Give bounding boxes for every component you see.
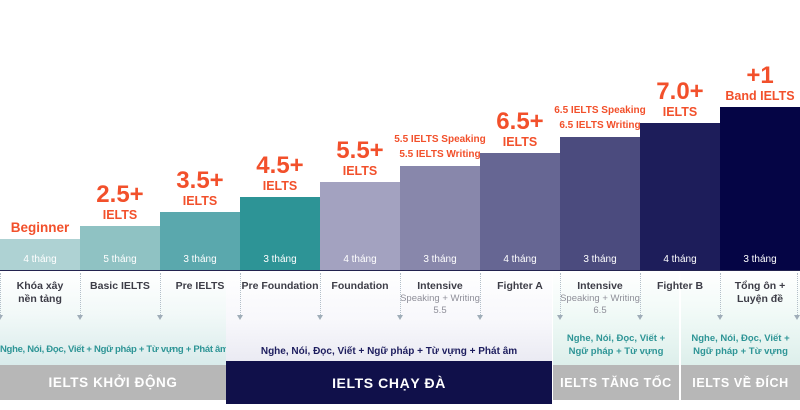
course-name: Pre Foundation [241, 280, 319, 292]
phase-bar-tang-toc: IELTS TĂNG TỐC [553, 365, 679, 400]
baseline-divider [0, 269, 800, 271]
pathway-step: 6.5 IELTS Speaking 6.5 IELTS Writing 3 t… [554, 0, 646, 410]
target-score-label: 3.5+ IELTS [176, 167, 224, 209]
down-arrow [0, 273, 3, 320]
skills-text: Nghe, Nói, Đọc, Viết + Ngữ pháp + Từ vựn… [0, 344, 229, 355]
duration-label: 5 tháng [103, 254, 137, 265]
section-bg-ve-dich: Nghe, Nói, Đọc, Viết + Ngữ pháp + Từ vựn… [681, 271, 800, 365]
phase-bar-ve-dich: IELTS VỀ ĐÍCH [681, 365, 800, 400]
target-score-label: 6.5 IELTS Speaking 6.5 IELTS Writing [554, 105, 646, 131]
step-bar: 4 tháng [0, 239, 80, 270]
down-arrow [317, 273, 323, 320]
pathway-step: 3.5+ IELTS 3 tháng Pre IELTS [160, 0, 240, 410]
duration-label: 3 tháng [423, 254, 457, 265]
skills-text: Nghe, Nói, Đọc, Viết + Ngữ pháp + Từ vựn… [566, 333, 666, 357]
pathway-step: 5.5+ IELTS 4 tháng Foundation [320, 0, 400, 410]
phase-bar-chay-da: IELTS CHẠY ĐÀ [226, 361, 552, 404]
down-arrow [77, 273, 83, 320]
duration-label: 4 tháng [503, 254, 537, 265]
course-name: Fighter B [656, 280, 704, 292]
duration-label: 3 tháng [743, 254, 777, 265]
course-name: Foundation [331, 280, 389, 292]
step-bar: 4 tháng [480, 153, 560, 270]
down-arrow [717, 273, 723, 320]
pathway-step: 2.5+ IELTS 5 tháng Basic IELTS [80, 0, 160, 410]
step-bar: 3 tháng [560, 137, 640, 270]
course-name: Fighter A [497, 280, 543, 292]
section-bg-tang-toc: Nghe, Nói, Đọc, Viết + Ngữ pháp + Từ vựn… [553, 271, 679, 365]
pathway-step: +1 Band IELTS 3 tháng Tổng ôn + Luyện đề [720, 0, 800, 410]
target-score-label: 7.0+ IELTS [656, 78, 704, 120]
pathway-step: 5.5 IELTS Speaking 5.5 IELTS Writing 3 t… [394, 0, 486, 410]
step-bar: 3 tháng [400, 166, 480, 270]
down-arrow [397, 273, 403, 320]
skills-text: Nghe, Nói, Đọc, Viết + Ngữ pháp + Từ vựn… [691, 333, 790, 357]
course-name: Tổng ôn + Luyện đề [734, 280, 786, 305]
pathway-step: 7.0+ IELTS 4 tháng Fighter B [640, 0, 720, 410]
duration-label: 4 tháng [23, 254, 57, 265]
pathway-step: 6.5+ IELTS 4 tháng Fighter A [480, 0, 560, 410]
target-score-label: Beginner [0, 220, 94, 235]
step-bar: 4 tháng [640, 123, 720, 270]
down-arrow [157, 273, 163, 320]
down-arrow [794, 273, 800, 320]
section-bg-chay-da: Nghe, Nói, Đọc, Viết + Ngữ pháp + Từ vựn… [226, 271, 552, 365]
duration-label: 4 tháng [663, 254, 697, 265]
target-score-label: 2.5+ IELTS [96, 181, 144, 223]
duration-label: 3 tháng [183, 254, 217, 265]
duration-label: 4 tháng [343, 254, 377, 265]
course-name: Pre IELTS [175, 280, 225, 292]
step-bar: 3 tháng [720, 107, 800, 270]
skills-text: Nghe, Nói, Đọc, Viết + Ngữ pháp + Từ vựn… [260, 346, 518, 357]
target-score-label: 5.5+ IELTS [336, 137, 384, 179]
target-score-label: 6.5+ IELTS [496, 108, 544, 150]
step-bar: 3 tháng [240, 197, 320, 270]
target-score-label: 5.5 IELTS Speaking 5.5 IELTS Writing [394, 134, 486, 160]
pathway-step: 4.5+ IELTS 3 tháng Pre Foundation [240, 0, 320, 410]
course-name: Intensive Speaking + Writing 5.5 [400, 280, 480, 316]
pathway-step: Beginner 4 tháng Khóa xây nền tảng [0, 0, 80, 410]
target-score-label: 4.5+ IELTS [256, 152, 304, 194]
step-bar: 5 tháng [80, 226, 160, 270]
target-score-label: +1 Band IELTS [725, 62, 795, 104]
section-bg-khoi-dong: Nghe, Nói, Đọc, Viết + Ngữ pháp + Từ vựn… [0, 271, 229, 365]
course-name: Intensive Speaking + Writing 6.5 [560, 280, 640, 316]
duration-label: 3 tháng [263, 254, 297, 265]
course-name: Basic IELTS [90, 280, 150, 292]
course-name: Khóa xây nền tảng [16, 280, 64, 305]
down-arrow [477, 273, 483, 320]
phase-bar-khoi-dong: IELTS KHỞI ĐỘNG [0, 365, 226, 400]
down-arrow [557, 273, 563, 320]
step-bar: 3 tháng [160, 212, 240, 270]
step-bar: 4 tháng [320, 182, 400, 270]
duration-label: 3 tháng [583, 254, 617, 265]
level-text: Beginner [10, 220, 70, 235]
down-arrow [237, 273, 243, 320]
down-arrow [637, 273, 643, 320]
